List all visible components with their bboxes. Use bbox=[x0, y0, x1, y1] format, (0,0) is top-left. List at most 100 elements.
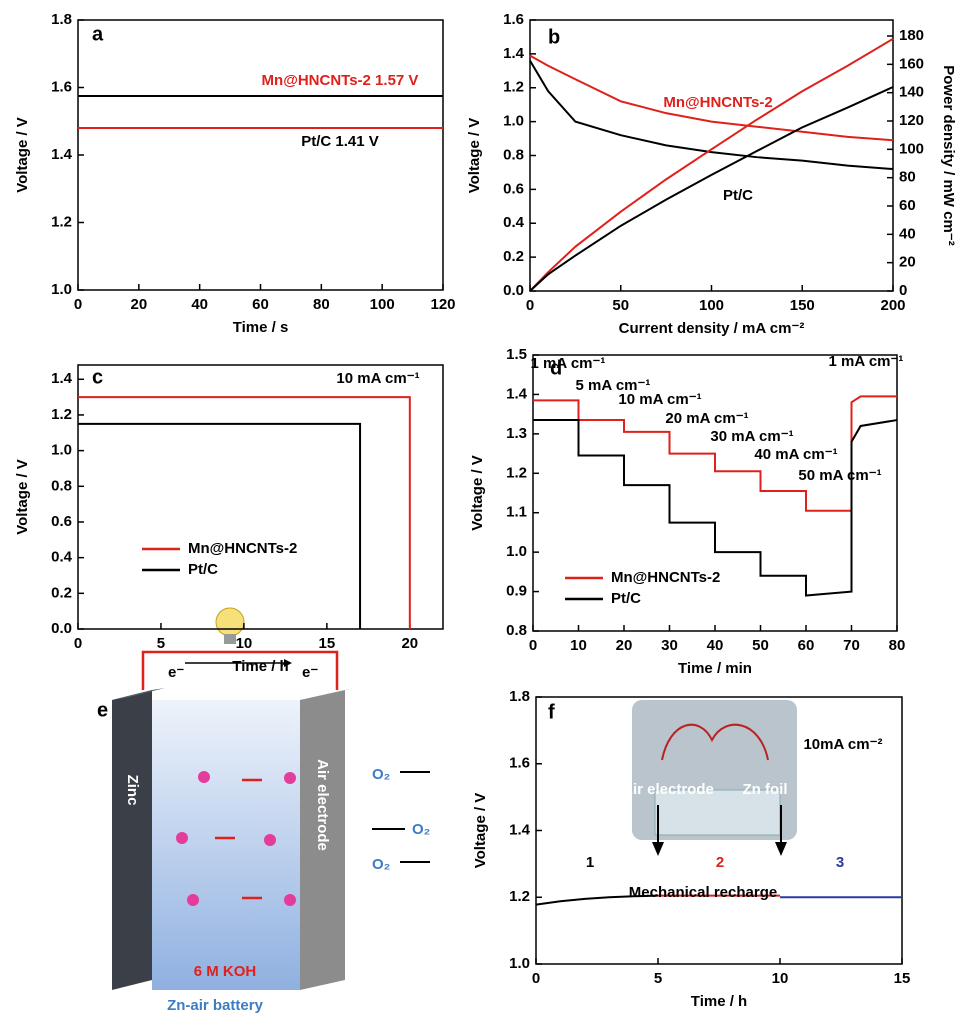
oxygen-label: O₂ bbox=[412, 821, 430, 838]
x-tick-label: 150 bbox=[790, 297, 815, 314]
x-tick-label: 50 bbox=[752, 637, 769, 654]
y-tick-label: 0.6 bbox=[51, 513, 72, 530]
air-electrode bbox=[300, 690, 345, 990]
y-tick-label: 1.8 bbox=[509, 688, 530, 705]
y-tick-label: 0.8 bbox=[503, 146, 524, 163]
annotation: Zn foil bbox=[743, 781, 788, 798]
data-line bbox=[529, 54, 894, 142]
annotation: 10 mA cm⁻¹ bbox=[618, 391, 701, 408]
oxygen-label: O₂ bbox=[372, 856, 390, 873]
x-tick-label: 10 bbox=[570, 637, 587, 654]
y2-axis-label: Power density / mW cm⁻² bbox=[940, 65, 957, 245]
x-axis-label: Current density / mA cm⁻² bbox=[619, 320, 805, 337]
legend-label: Pt/C bbox=[188, 561, 218, 578]
panel-label: d bbox=[550, 357, 562, 379]
x-tick-label: 100 bbox=[370, 296, 395, 313]
y-tick-label: 1.6 bbox=[51, 78, 72, 95]
y-tick-label: 1.4 bbox=[506, 385, 528, 402]
annotation: 1 mA cm⁻¹ bbox=[829, 353, 904, 370]
x-tick-label: 0 bbox=[74, 296, 82, 313]
annotation: 2 bbox=[716, 854, 724, 871]
ions bbox=[176, 771, 296, 906]
inset-cell bbox=[654, 789, 781, 836]
bulb bbox=[215, 607, 245, 637]
panel-label: b bbox=[548, 26, 560, 48]
y-tick-label: 1.6 bbox=[503, 11, 524, 28]
y2-tick-label: 60 bbox=[899, 197, 916, 214]
x-axis-label: Time / s bbox=[233, 319, 289, 336]
y-tick-label: 1.0 bbox=[503, 113, 524, 130]
wire bbox=[141, 650, 339, 690]
x-tick-label: 20 bbox=[401, 635, 418, 652]
annotation: 50 mA cm⁻¹ bbox=[798, 467, 881, 484]
annotation: 1 bbox=[586, 854, 594, 871]
y2-tick-label: 140 bbox=[899, 84, 924, 101]
x-axis-label: Time / min bbox=[678, 660, 752, 677]
y-tick-label: 1.4 bbox=[51, 146, 73, 163]
annotation: 30 mA cm⁻¹ bbox=[710, 428, 793, 445]
y-tick-label: 0.9 bbox=[506, 583, 527, 600]
x-tick-label: 40 bbox=[707, 637, 724, 654]
oxygen-label: O₂ bbox=[372, 766, 390, 783]
panel-label: e bbox=[97, 699, 108, 721]
plot-frame bbox=[77, 19, 444, 291]
zinc-top bbox=[112, 688, 165, 700]
annotation: Air electrode bbox=[622, 781, 714, 798]
y-tick-label: 1.6 bbox=[509, 755, 530, 772]
y-tick-label: 0.2 bbox=[503, 248, 524, 265]
battery-diagram: e e⁻ e⁻ Zinc Air electrode 6 M KOH Zn-ai… bbox=[97, 607, 430, 1014]
x-tick-label: 40 bbox=[191, 296, 208, 313]
x-tick-label: 120 bbox=[430, 296, 455, 313]
plot-frame bbox=[77, 364, 444, 630]
x-tick-label: 80 bbox=[313, 296, 330, 313]
y-tick-label: 1.0 bbox=[51, 442, 72, 459]
y-tick-label: 0.8 bbox=[51, 477, 72, 494]
x-tick-label: 60 bbox=[252, 296, 269, 313]
legend-label: Mn@HNCNTs-2 bbox=[611, 569, 720, 586]
x-tick-label: 200 bbox=[880, 297, 905, 314]
y-tick-label: 1.4 bbox=[503, 45, 525, 62]
y2-tick-label: 120 bbox=[899, 112, 924, 129]
y2-tick-label: 0 bbox=[899, 282, 907, 299]
annotation: 1 mA cm⁻¹ bbox=[531, 355, 606, 372]
annotation: 10mA cm⁻² bbox=[803, 736, 882, 753]
air-electrode-top bbox=[300, 688, 355, 700]
cathode-label: Air electrode bbox=[314, 759, 331, 851]
y-tick-label: 0.4 bbox=[51, 549, 73, 566]
arrowhead bbox=[652, 842, 664, 856]
x-tick-label: 0 bbox=[74, 635, 82, 652]
x-axis-label: Time / h bbox=[691, 993, 747, 1010]
x-tick-label: 0 bbox=[532, 970, 540, 987]
inset-wire bbox=[661, 723, 769, 761]
x-tick-label: 20 bbox=[130, 296, 147, 313]
y-tick-label: 1.2 bbox=[509, 888, 530, 905]
x-axis-label: Time / h bbox=[232, 658, 288, 675]
y-tick-label: 0.0 bbox=[51, 620, 72, 637]
x-tick-label: 5 bbox=[654, 970, 662, 987]
annotation: 10 mA cm⁻¹ bbox=[336, 370, 419, 387]
x-tick-label: 20 bbox=[616, 637, 633, 654]
panel-label: f bbox=[548, 701, 555, 723]
anode-label: Zinc bbox=[124, 775, 141, 806]
y2-tick-label: 180 bbox=[899, 27, 924, 44]
electron-label: e⁻ bbox=[302, 664, 318, 681]
y2-tick-label: 160 bbox=[899, 55, 924, 72]
y2-tick-label: 80 bbox=[899, 169, 916, 186]
data-line bbox=[78, 396, 411, 629]
x-tick-label: 80 bbox=[889, 637, 906, 654]
y-tick-label: 0.2 bbox=[51, 584, 72, 601]
x-tick-label: 10 bbox=[772, 970, 789, 987]
zinc-electrode bbox=[112, 690, 152, 990]
annotation: Pt/C bbox=[723, 187, 753, 204]
y-tick-label: 0.8 bbox=[506, 622, 527, 639]
annotation: Pt/C 1.41 V bbox=[301, 133, 379, 150]
y2-tick-label: 100 bbox=[899, 140, 924, 157]
plot-frame bbox=[532, 354, 898, 632]
x-tick-label: 60 bbox=[798, 637, 815, 654]
y-tick-label: 0.4 bbox=[503, 214, 525, 231]
annotation: Mn@HNCNTs-2 1.57 V bbox=[262, 72, 419, 89]
data-line bbox=[533, 419, 898, 597]
y-tick-label: 1.2 bbox=[51, 213, 72, 230]
data-line bbox=[529, 60, 894, 171]
